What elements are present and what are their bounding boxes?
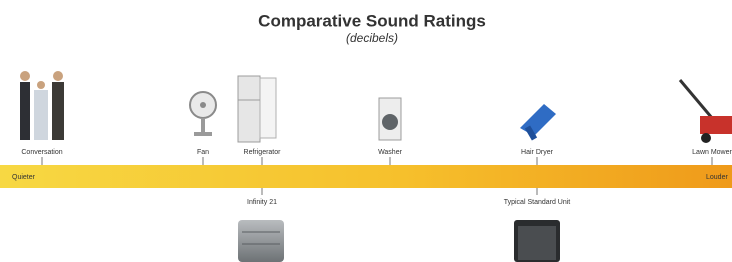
item-label: Fan [197,149,209,156]
infinity-ac-icon [238,220,284,262]
scale-bar [0,165,732,188]
subtitle: (decibels) [346,31,398,45]
refrigerator-icon [238,76,276,142]
page: Comparative Sound Ratings (decibels) Qui [0,0,732,262]
washer-icon [379,98,401,140]
hair-dryer-icon [520,104,556,141]
title: Comparative Sound Ratings [258,11,486,30]
lawn-mower-icon [680,80,732,143]
unit-label: Typical Standard Unit [504,199,571,206]
people-icon [20,71,64,140]
item-label: Hair Dryer [521,149,554,156]
sound-scale: Comparative Sound Ratings (decibels) Qui [0,0,732,262]
fan-icon [190,92,216,136]
item-label: Refrigerator [244,149,282,156]
item-label: Conversation [21,149,62,156]
item-label: Washer [378,149,403,156]
unit-label: Infinity 21 [247,199,277,206]
scale-low-label: Quieter [12,174,36,181]
standard-ac-icon [514,220,560,262]
item-label: Lawn Mower [692,149,732,156]
scale-high-label: Louder [706,174,728,181]
